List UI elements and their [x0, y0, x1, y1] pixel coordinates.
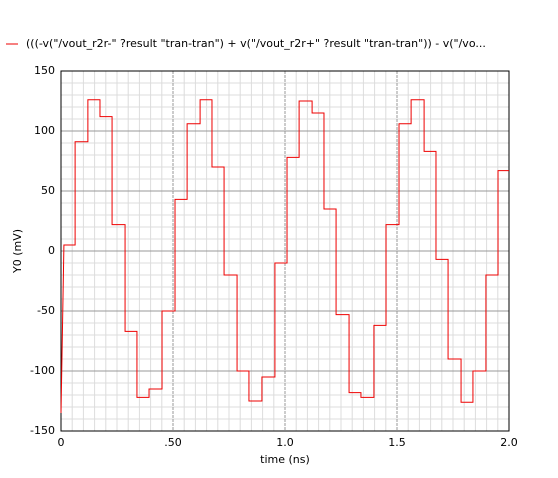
y-tick-label: 150 [34, 64, 55, 77]
x-tick-label: 0 [58, 436, 65, 449]
y-tick-label: -50 [37, 304, 55, 317]
x-tick-label: 2.0 [500, 436, 518, 449]
data-line [60, 99, 509, 414]
legend-label: (((-v("/vout_r2r-" ?result "tran-tran") … [26, 37, 486, 50]
x-axis-label: time (ns) [260, 453, 310, 466]
y-tick-label: 0 [48, 244, 55, 257]
x-tick-label: .50 [164, 436, 182, 449]
y-tick-label: 50 [41, 184, 55, 197]
y-tick-label: -100 [30, 364, 55, 377]
x-tick-label: 1.0 [276, 436, 294, 449]
plot-border [60, 70, 510, 432]
y-axis-label: Y0 (mV) [11, 229, 24, 274]
x-tick-label: 1.5 [388, 436, 406, 449]
y-tick-label: -150 [30, 424, 55, 437]
y-tick-label: 100 [34, 124, 55, 137]
